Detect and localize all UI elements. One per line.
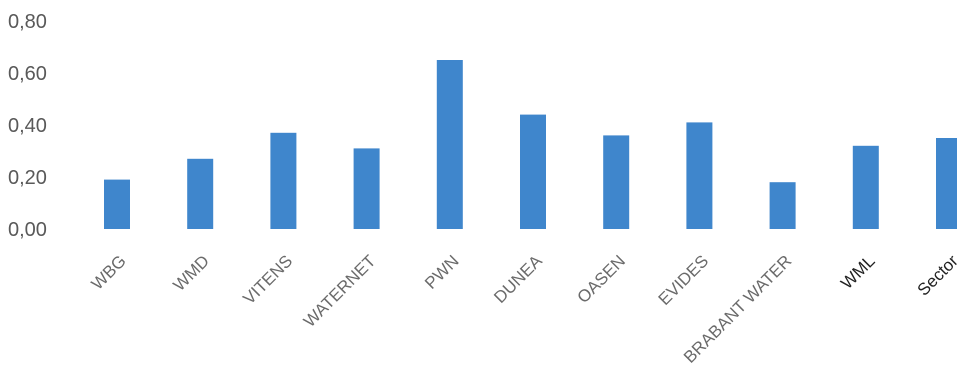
x-category-label: WBG	[88, 251, 130, 293]
bar	[436, 60, 463, 229]
bar	[353, 148, 380, 229]
x-category-label: DUNEA	[490, 251, 546, 307]
x-category-label: VITENS	[239, 251, 296, 308]
x-category-label: EVIDES	[655, 251, 713, 309]
x-category-label: WMD	[170, 251, 213, 294]
bar	[769, 182, 796, 229]
bar	[270, 132, 297, 229]
y-tick-label: 0,60	[8, 63, 47, 85]
bar	[603, 135, 630, 229]
y-tick-label: 0,00	[8, 219, 47, 241]
y-tick-label: 0,40	[8, 115, 47, 137]
bar	[686, 122, 713, 229]
bar	[104, 179, 130, 229]
bar	[852, 145, 879, 229]
bar	[520, 114, 546, 229]
y-tick-label: 0,20	[8, 167, 47, 189]
x-category-label: Sector	[914, 251, 957, 299]
x-category-label: PWN	[421, 251, 462, 292]
y-tick-label: 0,80	[8, 11, 47, 33]
y-axis-ticks: 0,00 0,20 0,40 0,60 0,80	[8, 11, 47, 241]
bar	[936, 138, 957, 229]
x-category-label: OASEN	[573, 251, 629, 307]
x-category-label: WATERNET	[300, 251, 380, 331]
x-category-label: WML	[837, 251, 878, 292]
bars	[104, 60, 957, 229]
x-axis-categories: WBG WMD VITENS WATERNET PWN DUNEA OASEN EVIDESB…	[88, 251, 957, 367]
bar	[187, 158, 214, 229]
